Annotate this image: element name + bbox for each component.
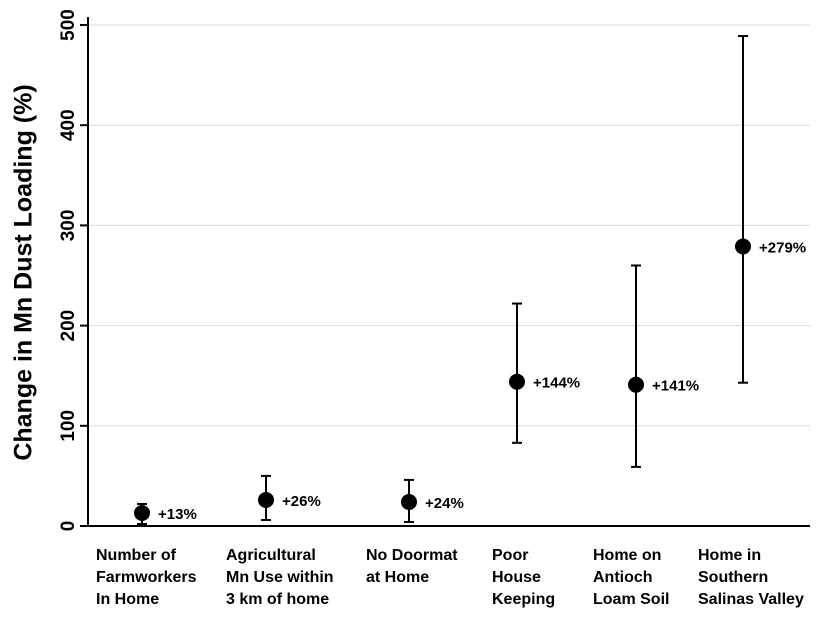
data-point-1: [258, 491, 274, 508]
data-point-3: [509, 373, 525, 390]
y-ticks: 0 100 200 300 400 500: [58, 9, 88, 531]
axes: [87, 17, 810, 527]
data-point-group-1: +26%: [258, 474, 321, 521]
data-label-2: +24%: [425, 495, 464, 512]
data-point-group-5: +279%: [735, 35, 806, 384]
data-point-group-2: +24%: [401, 478, 464, 523]
category-label-5: Home in Southern Salinas Valley: [698, 547, 804, 608]
data-marks: +13% +26% +24% +144% +141% +279%: [134, 35, 806, 525]
category-label-0: Number of Farmworkers In Home: [96, 547, 197, 608]
data-label-0: +13%: [158, 506, 197, 523]
category-label-1: Agricultural Mn Use within 3 km of home: [226, 547, 334, 608]
category-label-3: Poor House Keeping: [492, 547, 556, 608]
grid-lines: [88, 24, 810, 427]
data-point-4: [628, 376, 644, 393]
category-label-4: Home on Antioch Loam Soil: [593, 547, 670, 608]
data-point-5: [735, 238, 751, 255]
y-axis-label-wrap: Change in Mn Dust Loading (%): [4, 0, 44, 545]
data-point-group-3: +144%: [509, 302, 580, 444]
data-label-4: +141%: [652, 378, 699, 395]
data-point-group-4: +141%: [628, 264, 699, 468]
y-tick-label-100: 100: [58, 410, 79, 442]
data-label-1: +26%: [282, 493, 321, 510]
data-point-0: [134, 504, 150, 521]
data-point-2: [401, 493, 417, 510]
y-tick-label-300: 300: [58, 210, 79, 242]
y-tick-label-500: 500: [58, 9, 79, 41]
y-tick-label-0: 0: [58, 521, 79, 532]
y-tick-label-200: 200: [58, 310, 79, 342]
data-label-5: +279%: [759, 239, 806, 256]
data-point-group-0: +13%: [134, 502, 197, 525]
y-axis-label: Change in Mn Dust Loading (%): [9, 84, 38, 461]
category-label-2: No Doormat at Home: [366, 547, 458, 586]
data-label-3: +144%: [533, 375, 580, 392]
y-tick-label-400: 400: [58, 109, 79, 141]
